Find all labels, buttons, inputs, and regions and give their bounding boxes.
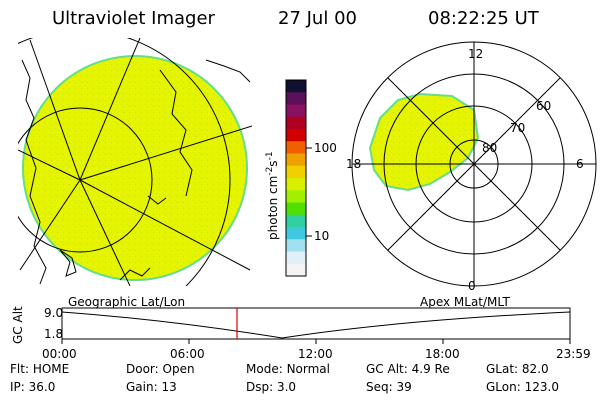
colorbar-segment	[286, 239, 306, 252]
colorbar-tick-10: 10	[314, 229, 329, 243]
apex-panel-label: Apex MLat/MLT	[420, 295, 510, 309]
info-glat: GLat: 82.0	[486, 362, 549, 376]
info-mode: Mode: Normal	[246, 362, 330, 376]
gc-alt-axis-label: GC Alt	[11, 306, 25, 344]
geographic-panel-label: Geographic Lat/Lon	[68, 295, 185, 309]
time-tick-0600: 06:00	[170, 347, 205, 361]
mlt-label-0: 0	[468, 279, 476, 293]
colorbar-segment	[286, 190, 306, 203]
info-seq: Seq: 39	[366, 380, 412, 394]
geographic-image-disc	[22, 55, 248, 281]
time-label: 08:22:25 UT	[428, 8, 539, 29]
colorbar-segment	[286, 116, 306, 130]
geographic-panel	[18, 38, 253, 286]
colorbar	[286, 80, 306, 277]
mlt-label-18: 18	[346, 157, 361, 171]
colorbar-segment	[286, 92, 306, 105]
colorbar-segment	[286, 104, 306, 118]
info-flt: Flt: HOME	[10, 362, 70, 376]
colorbar-segment	[286, 227, 306, 240]
colorbar-segment	[286, 202, 306, 216]
info-glon: GLon: 123.0	[486, 380, 559, 394]
colorbar-segment	[286, 251, 306, 265]
colorbar-segment	[286, 129, 306, 142]
info-gc-alt: GC Alt: 4.9 Re	[366, 362, 450, 376]
info-door: Door: Open	[126, 362, 195, 376]
altitude-curve	[61, 311, 571, 339]
time-tick-1200: 12:00	[298, 347, 333, 361]
colorbar-segment	[286, 165, 306, 179]
info-gain: Gain: 13	[126, 380, 177, 394]
colorbar-unit-label: photon cm-2s-1	[265, 151, 280, 240]
mlat-label-60: 60	[536, 99, 551, 113]
time-tick-1800: 18:00	[425, 347, 460, 361]
mlat-label-80: 80	[482, 141, 497, 155]
polar-panel: 12 18 6 0 80 70 60	[346, 41, 597, 293]
colorbar-segment	[286, 263, 306, 277]
colorbar-segment	[286, 80, 306, 93]
altitude-timeline: 9.0 1.8 GC Alt 00:00 06:00 12:00 18:00 2…	[11, 306, 591, 361]
time-tick-2359: 23:59	[556, 347, 591, 361]
date-label: 27 Jul 00	[278, 8, 357, 29]
info-dsp: Dsp: 3.0	[246, 380, 297, 394]
mlt-label-12: 12	[468, 47, 483, 61]
time-tick-0000: 00:00	[42, 347, 77, 361]
instrument-title: Ultraviolet Imager	[52, 8, 215, 29]
coastline-outlines	[21, 59, 251, 285]
info-ip: IP: 36.0	[10, 380, 56, 394]
mlt-label-6: 6	[576, 157, 584, 171]
alt-tick-9: 9.0	[44, 306, 63, 320]
lat-lon-grid	[18, 38, 253, 286]
colorbar-segment	[286, 214, 306, 228]
colorbar-segment	[286, 153, 306, 167]
colorbar-segment	[286, 178, 306, 191]
alt-tick-1: 1.8	[44, 327, 63, 341]
mlat-label-70: 70	[510, 121, 525, 135]
polar-grid	[351, 41, 597, 287]
colorbar-tick-100: 100	[314, 141, 337, 155]
colorbar-segment	[286, 141, 306, 154]
